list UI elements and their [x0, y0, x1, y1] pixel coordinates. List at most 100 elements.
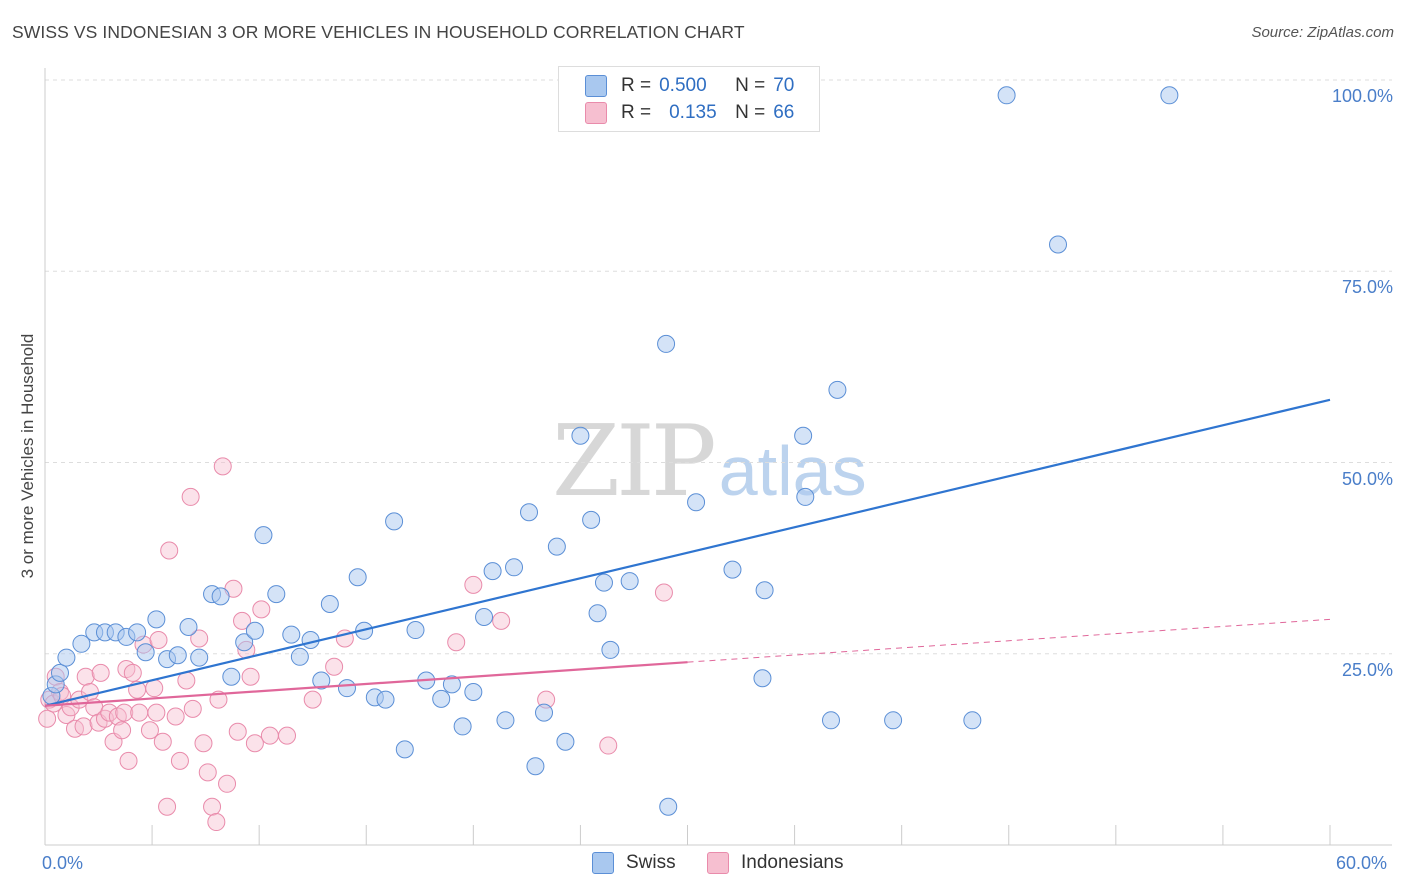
swiss-point — [348, 568, 367, 587]
series-legend-swiss[interactable]: Swiss — [592, 852, 676, 874]
swiss-point — [395, 740, 414, 759]
series-legend-swiss-label: Swiss — [626, 852, 676, 873]
swiss-point — [997, 86, 1016, 105]
swiss-point — [312, 671, 331, 690]
indonesians-point — [233, 611, 252, 630]
indonesians-point — [260, 726, 279, 745]
swiss-point — [211, 587, 230, 606]
y-tick-label: 100.0% — [1331, 86, 1393, 106]
swiss-point — [1160, 86, 1179, 105]
indonesians-point — [198, 763, 217, 782]
indonesians-point — [74, 717, 93, 736]
indonesians-point — [325, 657, 344, 676]
swiss-point — [620, 572, 639, 591]
legend-row-indonesians: R = 0.135 N = 66 — [585, 100, 794, 126]
swiss-point — [376, 690, 395, 709]
indonesians-point — [91, 663, 110, 682]
swiss-point — [290, 647, 309, 666]
source-credit: Source: ZipAtlas.com — [1251, 24, 1394, 41]
swiss-point — [406, 621, 425, 640]
swiss-swatch — [585, 75, 607, 97]
legend-row-swiss: R = 0.500 N = 70 — [585, 73, 794, 99]
indonesians-trend-extension — [687, 618, 1331, 663]
swiss-point — [687, 493, 706, 512]
indonesians-point — [194, 734, 213, 753]
swiss-point — [582, 510, 601, 529]
swiss-point — [556, 732, 575, 751]
swiss-point — [128, 623, 147, 642]
indonesians-point — [654, 583, 673, 602]
legend-r-value-indonesians: 0.135 — [669, 102, 717, 123]
swiss-point — [571, 426, 590, 445]
indonesians-point — [203, 797, 222, 816]
swiss-swatch — [592, 852, 614, 874]
indonesians-point — [140, 721, 159, 740]
series-legend-indonesians-label: Indonesians — [741, 852, 844, 873]
swiss-point — [601, 640, 620, 659]
swiss-point — [147, 610, 166, 629]
swiss-point — [475, 608, 494, 627]
legend-n-value-indonesians: 66 — [773, 102, 795, 123]
indonesians-point — [149, 630, 168, 649]
indonesians-point — [464, 575, 483, 594]
indonesians-point — [209, 690, 228, 709]
indonesians-point — [166, 707, 185, 726]
indonesians-point — [241, 667, 260, 686]
swiss-point — [963, 711, 982, 730]
indonesians-point — [153, 732, 172, 751]
indonesians-point — [38, 709, 57, 728]
swiss-point — [337, 679, 356, 698]
indonesians-point — [228, 722, 247, 741]
correlation-legend: R = 0.500 N = 70 R = 0.135 N = 66 — [558, 66, 820, 132]
y-tick-label: 25.0% — [1341, 659, 1393, 680]
legend-r-label: R = — [621, 102, 652, 123]
chart-title: SWISS VS INDONESIAN 3 OR MORE VEHICLES I… — [12, 22, 745, 42]
legend-r-value-swiss: 0.500 — [659, 75, 707, 96]
indonesians-point — [147, 703, 166, 722]
swiss-point — [483, 562, 502, 581]
indonesians-point — [100, 703, 119, 722]
swiss-point — [535, 703, 554, 722]
swiss-point — [526, 757, 545, 776]
indonesians-point — [160, 541, 179, 560]
legend-n-label: N = — [735, 75, 766, 96]
swiss-point — [282, 625, 301, 644]
indonesians-swatch — [707, 852, 729, 874]
swiss-point — [723, 560, 742, 579]
swiss-point — [301, 630, 320, 649]
swiss-point — [453, 717, 472, 736]
indonesians-point — [278, 726, 297, 745]
swiss-point — [588, 604, 607, 623]
indonesians-point — [213, 457, 232, 476]
indonesians-point — [190, 629, 209, 648]
indonesians-point — [80, 683, 99, 701]
indonesians-point — [123, 663, 142, 682]
swiss-point — [464, 683, 483, 701]
swiss-point — [594, 573, 613, 592]
indonesians-point — [303, 690, 322, 709]
y-tick-label: 50.0% — [1341, 468, 1393, 489]
series-legend-indonesians[interactable]: Indonesians — [707, 852, 843, 874]
swiss-point — [796, 487, 815, 506]
indonesians-point — [599, 736, 618, 755]
indonesians-point — [183, 699, 202, 718]
y-tick-label: 75.0% — [1341, 277, 1393, 298]
swiss-point — [136, 643, 155, 662]
swiss-point — [385, 512, 404, 531]
indonesians-point — [492, 611, 511, 630]
swiss-point — [190, 648, 209, 667]
indonesians-point — [158, 797, 177, 816]
swiss-point — [222, 667, 241, 686]
watermark-atlas: atlas — [718, 432, 867, 510]
swiss-point — [57, 648, 76, 667]
indonesians-point — [115, 703, 134, 722]
swiss-point — [659, 797, 678, 816]
indonesians-point — [447, 633, 466, 652]
swiss-point — [442, 675, 461, 694]
swiss-point — [168, 646, 187, 665]
swiss-point — [50, 663, 69, 682]
indonesians-point — [181, 487, 200, 506]
indonesians-point — [119, 751, 138, 770]
legend-r-label: R = — [621, 75, 652, 96]
